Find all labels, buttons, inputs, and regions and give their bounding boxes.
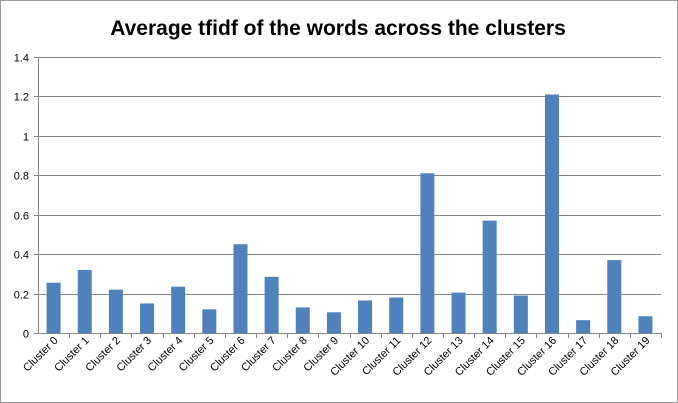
y-tick-label: 0.4 [14,250,29,262]
bar [326,312,341,333]
y-tick-label: 1.2 [14,92,29,104]
y-tick-labels: 0 0.2 0.4 0.6 0.8 1 1.2 1.4 [14,53,38,341]
gridlines [38,57,661,295]
y-tick-label: 0 [23,329,29,341]
bar [77,269,92,333]
bar [202,309,217,333]
bar [607,260,622,333]
bar [451,292,466,333]
bar [389,297,404,333]
y-tick-label: 0.8 [14,171,29,183]
bar [513,295,528,333]
bar [171,286,186,333]
chart-title: Average tfidf of the words across the cl… [110,17,566,40]
bar [420,173,435,333]
bar [108,289,123,333]
axes [38,57,662,338]
bar [264,276,279,333]
bar [358,300,373,333]
bar [638,316,653,333]
y-tick-label: 1.4 [14,53,29,65]
y-tick-label: 0.6 [14,211,29,223]
bar [233,244,248,333]
y-tick-label: 1 [23,132,29,144]
bar [295,307,310,333]
y-tick-label: 0.2 [14,290,29,302]
bar [46,282,61,333]
bar [140,303,155,333]
bar [576,320,591,333]
bars [46,94,653,334]
bar [482,220,497,333]
bar [544,94,559,334]
